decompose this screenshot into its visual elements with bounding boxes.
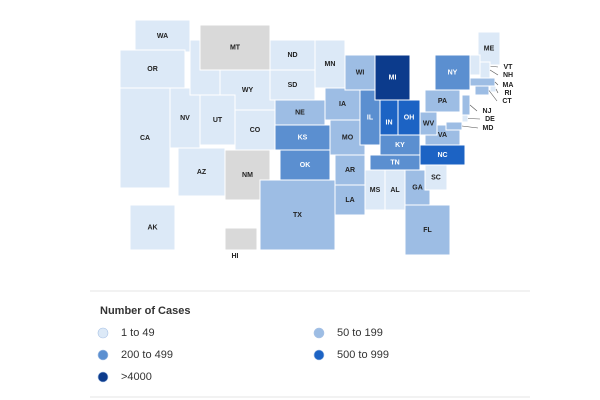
state-label: KY [395,142,405,149]
state-label: MI [389,74,397,81]
state [461,114,469,123]
state-label: CO [250,127,261,134]
state [177,147,226,197]
leader-line [461,125,479,129]
state [134,19,191,53]
legend-label: 1 to 49 [121,327,155,339]
legend-swatch [97,371,109,383]
state-label: TN [390,159,399,166]
legend-swatch [97,327,109,339]
state [199,94,236,146]
state [119,49,186,89]
state-label: NJ [483,108,492,115]
leader-line [494,81,499,86]
legend: 1 to 49 50 to 199 200 to 499 500 to 999 >400… [97,327,389,383]
state [344,54,376,91]
state [479,61,491,79]
state-label: MN [325,61,336,68]
state-label: WY [242,87,254,94]
state [469,77,496,87]
state [474,85,490,96]
state-label: DE [485,116,495,123]
state-label: ND [287,52,297,59]
state-label: OH [404,114,415,121]
state-label: CT [502,98,512,105]
state [324,87,361,121]
state-label: KS [298,134,308,141]
us-map: WAORCANVIDMTWYUTAZCONMNDSDNEKSOKTXMNIAMO… [119,19,514,260]
state [224,227,258,251]
state [445,121,463,131]
state [129,204,176,251]
state-label: VT [504,64,514,71]
state-label: TX [293,212,302,219]
legend-swatch [313,349,325,361]
state [269,69,316,101]
legend-label: 500 to 999 [337,349,389,361]
state-label: VA [438,132,447,139]
state-label: NC [437,152,447,159]
legend-swatch [97,349,109,361]
state-label: WA [157,33,168,40]
leader-line [488,90,498,102]
state [259,179,336,251]
state [469,54,481,76]
state-label: MA [503,82,514,89]
state-label: SC [431,174,441,181]
state [274,124,331,151]
state-label: RI [505,90,512,97]
state-label: MD [483,125,494,132]
state-label: WV [423,120,435,127]
legend-swatch [313,327,325,339]
state-label: OK [300,162,311,169]
state-label: NY [448,69,458,76]
state-label: LA [345,197,354,204]
state-label: ME [484,45,495,52]
state-label: MT [230,44,241,51]
state-label: NE [295,109,305,116]
state [329,119,366,156]
state [119,87,171,189]
state [489,85,497,93]
leader-line [467,118,481,120]
state-label: UT [213,117,223,124]
state-label: CA [140,135,150,142]
state-label: AL [390,187,400,194]
state [461,94,471,116]
state-label: IL [367,114,374,121]
state-label: HI [232,253,239,260]
state-label: MO [342,134,354,141]
state [374,54,411,101]
state-label: OR [147,66,158,73]
leader-line [495,88,499,94]
leader-line [489,69,499,76]
legend-label: 200 to 499 [121,349,173,361]
state [314,39,346,89]
state-label: MS [370,187,381,194]
state-label: FL [423,227,432,234]
leader-line [469,104,478,112]
state-label: NV [180,115,190,122]
state [404,204,451,256]
legend-label: 50 to 199 [337,327,383,339]
state-label: PA [438,98,447,105]
state-label: IA [339,101,346,108]
state [279,149,331,181]
state-label: AK [147,224,157,231]
state-label: AR [345,167,355,174]
legend-title: Number of Cases [100,305,190,317]
state-label: GA [412,184,423,191]
state-label: NM [242,172,253,179]
state [234,109,276,151]
legend-label: >4000 [121,371,152,383]
state-label: SD [288,82,298,89]
state-label: AZ [197,169,207,176]
state-label: IN [386,119,393,126]
state-label: WI [356,69,365,76]
state-label: NH [503,72,513,79]
